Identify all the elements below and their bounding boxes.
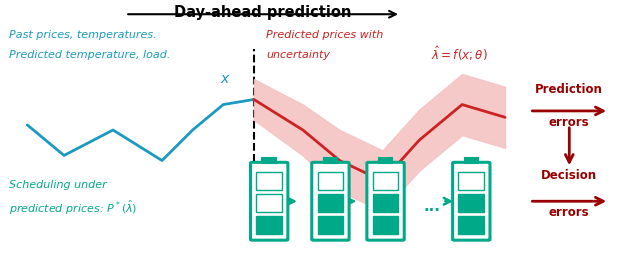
FancyBboxPatch shape [311,162,349,240]
Text: errors: errors [549,206,590,219]
Bar [373,194,399,212]
Bar [318,216,343,234]
Bar [459,216,484,234]
Text: Predicted prices with: Predicted prices with [266,30,383,40]
Bar [459,194,484,212]
Text: Day-ahead prediction: Day-ahead prediction [174,5,352,21]
Bar [379,158,392,163]
Text: x: x [220,72,229,86]
Bar [263,158,276,163]
Text: Decision: Decision [541,169,598,182]
Bar [256,194,282,212]
FancyBboxPatch shape [452,162,490,240]
Text: errors: errors [549,116,590,129]
Text: predicted prices: $P^*(\hat{\lambda})$: predicted prices: $P^*(\hat{\lambda})$ [9,198,137,217]
Text: $\hat{\lambda} = f(x;\theta)$: $\hat{\lambda} = f(x;\theta)$ [431,44,488,63]
FancyBboxPatch shape [367,162,404,240]
Bar [459,172,484,190]
Text: uncertainty: uncertainty [266,50,330,60]
Text: ...: ... [423,199,440,214]
Text: Predicted temperature, load.: Predicted temperature, load. [9,50,171,60]
Bar [373,172,399,190]
Bar [256,216,282,234]
Bar [256,172,282,190]
Text: Prediction: Prediction [535,83,603,96]
Bar [324,158,337,163]
FancyBboxPatch shape [250,162,288,240]
Text: Scheduling under: Scheduling under [9,180,107,190]
Bar [318,172,343,190]
Text: Past prices, temperatures.: Past prices, temperatures. [9,30,156,40]
Bar [373,216,399,234]
Bar [465,158,478,163]
Bar [318,194,343,212]
